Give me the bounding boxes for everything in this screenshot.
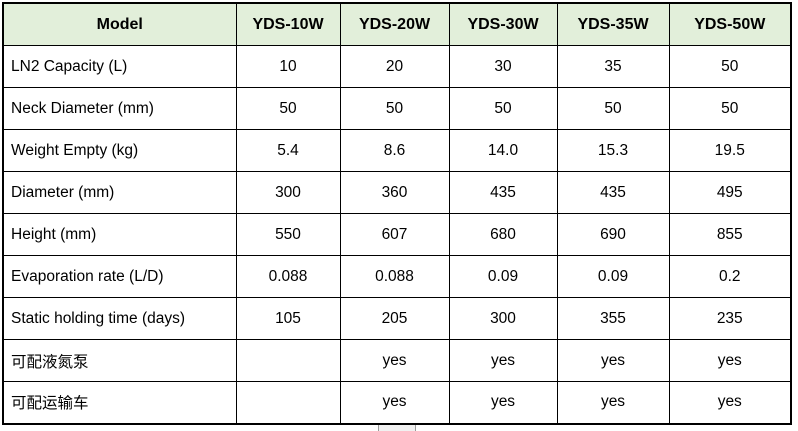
row-label: 可配运输车 — [2, 381, 237, 424]
cell: 15.3 — [556, 129, 670, 172]
row-label: Weight Empty (kg) — [2, 129, 237, 172]
cell: yes — [556, 339, 670, 382]
column-header-model: Model — [2, 2, 237, 46]
cell: 50 — [668, 87, 792, 130]
row-label: LN2 Capacity (L) — [2, 45, 237, 88]
row-label: Neck Diameter (mm) — [2, 87, 237, 130]
cell: 0.09 — [448, 255, 558, 298]
horizontal-scrollbar-thumb[interactable] — [378, 425, 416, 431]
table-row: Static holding time (days) 105 205 300 355 23… — [2, 297, 792, 340]
table-row: LN2 Capacity (L) 10 20 30 35 50 — [2, 45, 792, 88]
cell: 300 — [235, 171, 341, 214]
cell: 855 — [668, 213, 792, 256]
cell: 14.0 — [448, 129, 558, 172]
cell: 35 — [556, 45, 670, 88]
cell: 105 — [235, 297, 341, 340]
column-header-yds-35w: YDS-35W — [556, 2, 670, 46]
cell: 10 — [235, 45, 341, 88]
table-header-row: Model YDS-10W YDS-20W YDS-30W YDS-35W YDS-50W — [2, 2, 792, 46]
table-row: Weight Empty (kg) 5.4 8.6 14.0 15.3 19.5 — [2, 129, 792, 172]
row-label: 可配液氮泵 — [2, 339, 237, 382]
cell: 680 — [448, 213, 558, 256]
table-row: Height (mm) 550 607 680 690 855 — [2, 213, 792, 256]
cell: 50 — [668, 45, 792, 88]
cell: 5.4 — [235, 129, 341, 172]
cell: 0.088 — [339, 255, 450, 298]
cell: 360 — [339, 171, 450, 214]
table-row: 可配液氮泵 yes yes yes yes — [2, 339, 792, 382]
cell: 19.5 — [668, 129, 792, 172]
cell — [235, 381, 341, 424]
cell: 0.09 — [556, 255, 670, 298]
column-header-yds-50w: YDS-50W — [668, 2, 792, 46]
cell: 50 — [235, 87, 341, 130]
cell: 355 — [556, 297, 670, 340]
cell: yes — [339, 381, 450, 424]
cell: 0.088 — [235, 255, 341, 298]
cell: 205 — [339, 297, 450, 340]
cell: 690 — [556, 213, 670, 256]
row-label: Diameter (mm) — [2, 171, 237, 214]
column-header-yds-30w: YDS-30W — [448, 2, 558, 46]
cell: 495 — [668, 171, 792, 214]
cell: yes — [668, 381, 792, 424]
table-row: 可配运输车 yes yes yes yes — [2, 381, 792, 424]
table-row: Diameter (mm) 300 360 435 435 495 — [2, 171, 792, 214]
cell: 8.6 — [339, 129, 450, 172]
product-spec-table: Model YDS-10W YDS-20W YDS-30W YDS-35W YDS-50W… — [2, 2, 792, 425]
cell: yes — [556, 381, 670, 424]
cell: yes — [448, 381, 558, 424]
cell: 20 — [339, 45, 450, 88]
row-label: Height (mm) — [2, 213, 237, 256]
cell: 50 — [556, 87, 670, 130]
cell: yes — [668, 339, 792, 382]
table-body: LN2 Capacity (L) 10 20 30 35 50 Neck Diameter … — [2, 45, 792, 424]
table-row: Neck Diameter (mm) 50 50 50 50 50 — [2, 87, 792, 130]
column-header-yds-20w: YDS-20W — [339, 2, 450, 46]
cell: 50 — [448, 87, 558, 130]
row-label: Evaporation rate (L/D) — [2, 255, 237, 298]
table-row: Evaporation rate (L/D) 0.088 0.088 0.09 0.09… — [2, 255, 792, 298]
cell: 550 — [235, 213, 341, 256]
cell — [235, 339, 341, 382]
cell: yes — [448, 339, 558, 382]
column-header-yds-10w: YDS-10W — [235, 2, 341, 46]
cell: 435 — [556, 171, 670, 214]
cell: 300 — [448, 297, 558, 340]
cell: 30 — [448, 45, 558, 88]
cell: 607 — [339, 213, 450, 256]
cell: 435 — [448, 171, 558, 214]
cell: 50 — [339, 87, 450, 130]
cell: 0.2 — [668, 255, 792, 298]
row-label: Static holding time (days) — [2, 297, 237, 340]
cell: 235 — [668, 297, 792, 340]
cell: yes — [339, 339, 450, 382]
